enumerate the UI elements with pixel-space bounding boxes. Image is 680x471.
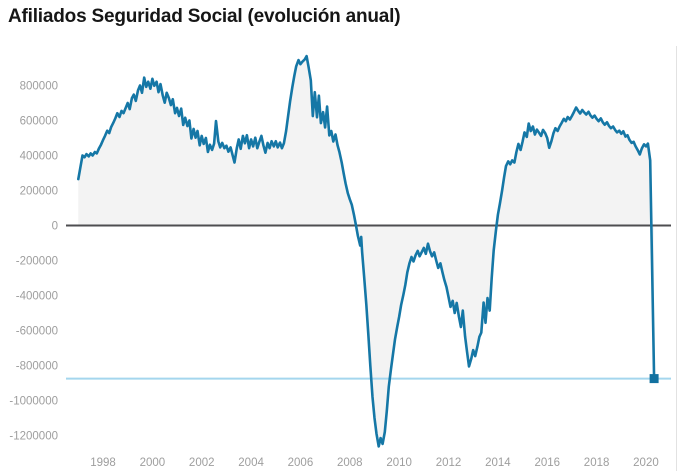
last-point-marker (649, 374, 659, 384)
x-tick-label: 2000 (140, 457, 166, 469)
x-tick-label: 2020 (633, 457, 659, 469)
y-tick-label: -800000 (16, 361, 58, 373)
x-tick-label: 2018 (584, 457, 610, 469)
x-tick-label: 2010 (386, 457, 412, 469)
y-tick-label: 800000 (20, 81, 58, 93)
x-tick-label: 1998 (90, 457, 116, 469)
y-tick-label: 200000 (20, 186, 58, 198)
area-fill (78, 56, 655, 447)
y-tick-label: 600000 (20, 116, 58, 128)
x-tick-label: 2014 (485, 457, 511, 469)
y-tick-label: -1000000 (9, 396, 58, 408)
chart-title: Afiliados Seguridad Social (evolución an… (8, 6, 401, 27)
y-axis-tick-labels: 800000 600000 400000 200000 0 -200000 -400000 -… (9, 81, 58, 443)
y-tick-label: -200000 (16, 256, 58, 268)
x-tick-label: 2016 (534, 457, 560, 469)
x-tick-label: 2004 (238, 457, 264, 469)
x-tick-label: 2008 (337, 457, 363, 469)
y-tick-label: 400000 (20, 151, 58, 163)
y-tick-label: -1200000 (9, 431, 58, 443)
y-tick-label: -400000 (16, 291, 58, 303)
y-tick-label: -600000 (16, 326, 58, 338)
series-line (77, 54, 656, 448)
x-axis-tick-labels: 1998 2000 2002 2004 2006 2008 2010 2012 2014 2016… (90, 457, 659, 469)
x-tick-label: 2012 (436, 457, 462, 469)
x-tick-label: 2002 (189, 457, 215, 469)
y-tick-label: 0 (52, 221, 58, 233)
x-tick-label: 2006 (288, 457, 314, 469)
